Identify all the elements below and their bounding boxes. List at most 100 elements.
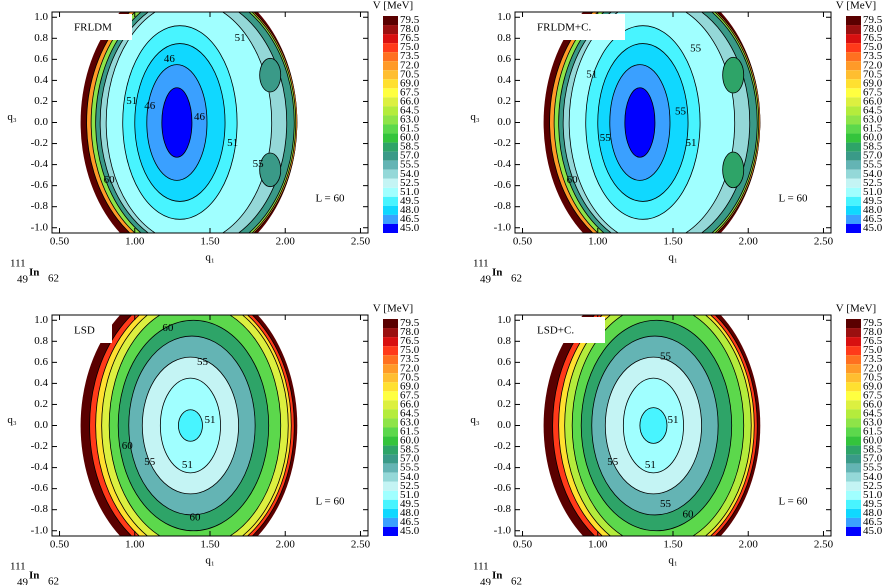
colorbar-label: V [MeV] xyxy=(836,303,876,315)
panel: 51 55 51 55 55 60 0.50 1.00 1.50 2.00 2.50 1.0 0.8 0.… xyxy=(470,0,882,286)
colorbar-cell xyxy=(846,34,861,44)
colorbar-tick-label: 54.0 xyxy=(400,168,420,180)
colorbar-tick-label: 75.0 xyxy=(863,41,883,53)
y-tick-label: -0.4 xyxy=(31,158,49,170)
colorbar-tick-label: 58.5 xyxy=(863,444,883,456)
colorbar-tick-label: 51.0 xyxy=(400,186,420,198)
x-tick-label: 1.00 xyxy=(125,539,145,551)
colorbar-cell xyxy=(383,205,398,215)
colorbar-cell xyxy=(383,346,398,356)
potential-domain xyxy=(543,12,761,233)
colorbar-tick-label: 54.0 xyxy=(400,471,420,483)
potential-domain xyxy=(80,12,298,233)
colorbar-tick-label: 75.0 xyxy=(400,41,420,53)
x-axis-label: q₁ xyxy=(205,555,215,567)
proton-number: 49 xyxy=(480,274,492,286)
contour-label: 51 xyxy=(205,414,216,426)
colorbar-cell xyxy=(383,61,398,71)
colorbar-cell xyxy=(846,196,861,206)
colorbar-cell xyxy=(383,319,398,329)
colorbar-cell xyxy=(846,382,861,392)
y-tick-label: 0.4 xyxy=(34,377,48,389)
colorbar-tick-label: 79.5 xyxy=(400,317,420,329)
colorbar-cell xyxy=(383,409,398,419)
colorbar-cell xyxy=(846,16,861,26)
colorbar-tick-label: 69.0 xyxy=(863,77,883,89)
panel-title: LSD+C. xyxy=(537,325,574,337)
panel: 46 46 46 51 51 55 51 60 0.50 1.00 1.50 2.00 2.50 1.0 0… xyxy=(7,0,419,286)
colorbar-cell xyxy=(846,355,861,365)
colorbar-cell xyxy=(846,526,861,536)
contour-label: 55 xyxy=(600,132,612,144)
colorbar-cell xyxy=(383,97,398,107)
colorbar-tick-label: 52.5 xyxy=(863,480,883,492)
colorbar-cell xyxy=(846,373,861,383)
contour-label: 51 xyxy=(645,459,656,471)
element-symbol: In xyxy=(492,570,502,582)
y-tick-label: 0.8 xyxy=(34,335,48,347)
colorbar-cell xyxy=(846,169,861,179)
colorbar-cell xyxy=(383,499,398,509)
x-tick-label: 0.50 xyxy=(50,539,70,551)
colorbar-tick-label: 67.5 xyxy=(400,389,420,401)
colorbar-cell xyxy=(383,481,398,491)
colorbar-cell xyxy=(846,214,861,224)
contour-label: 55 xyxy=(197,356,209,368)
x-tick-label: 0.50 xyxy=(513,236,533,248)
y-tick-label: 0.4 xyxy=(497,377,511,389)
x-tick-label: 1.00 xyxy=(588,539,608,551)
contour-label: 51 xyxy=(668,414,679,426)
colorbar-tick-label: 78.0 xyxy=(400,23,420,35)
colorbar-tick-label: 49.5 xyxy=(400,195,420,207)
annotation: L = 60 xyxy=(315,496,345,508)
colorbar-tick-label: 70.5 xyxy=(400,371,420,383)
colorbar-tick-label: 52.5 xyxy=(400,177,420,189)
neutron-number: 62 xyxy=(511,576,522,585)
contour-label: 55 xyxy=(144,456,156,468)
colorbar-tick-label: 60.0 xyxy=(400,132,420,144)
y-tick-label: 0.0 xyxy=(497,419,511,431)
colorbar-tick-label: 64.5 xyxy=(400,104,420,116)
colorbar-cell xyxy=(383,16,398,26)
colorbar-tick-label: 58.5 xyxy=(400,141,420,153)
mass-number: 111 xyxy=(10,561,26,573)
potential-domain xyxy=(80,315,298,536)
colorbar-cell xyxy=(383,526,398,536)
y-tick-label: -0.6 xyxy=(494,179,512,191)
y-tick-label: 1.0 xyxy=(497,314,511,326)
y-tick-label: -0.6 xyxy=(31,179,49,191)
colorbar-tick-label: 46.5 xyxy=(863,516,883,528)
y-tick-label: 0.8 xyxy=(497,335,511,347)
contour-label: 46 xyxy=(194,111,206,123)
colorbar-tick-label: 63.0 xyxy=(400,114,420,126)
colorbar-cell xyxy=(383,472,398,482)
colorbar-tick-label: 48.0 xyxy=(863,204,883,216)
y-axis-label: q₃ xyxy=(7,414,17,426)
colorbar-tick-label: 51.0 xyxy=(863,186,883,198)
colorbar-tick-label: 52.5 xyxy=(863,177,883,189)
contour-label: 51 xyxy=(227,137,238,149)
colorbar-tick-label: 57.0 xyxy=(400,150,420,162)
colorbar-cell xyxy=(846,223,861,233)
colorbar-tick-label: 70.5 xyxy=(863,371,883,383)
colorbar-cell xyxy=(383,160,398,170)
y-axis-label: q₃ xyxy=(7,111,17,123)
colorbar-cell xyxy=(846,124,861,134)
y-tick-label: 0.6 xyxy=(34,356,48,368)
y-tick-label: 0.2 xyxy=(34,398,48,410)
x-tick-label: 1.50 xyxy=(663,236,683,248)
colorbar-tick-label: 61.5 xyxy=(400,123,420,135)
contour-region xyxy=(177,409,203,442)
y-tick-label: 0.2 xyxy=(497,398,511,410)
colorbar-cell xyxy=(846,463,861,473)
colorbar-cell xyxy=(846,346,861,356)
colorbar-tick-label: 69.0 xyxy=(400,380,420,392)
colorbar-cell xyxy=(846,337,861,347)
colorbar-tick-label: 67.5 xyxy=(400,86,420,98)
colorbar-cell xyxy=(846,400,861,410)
y-tick-label: 0.6 xyxy=(497,356,511,368)
contour-label: 60 xyxy=(189,512,201,524)
title-box xyxy=(70,317,112,343)
y-tick-label: -0.8 xyxy=(31,200,49,212)
plot-area: 46 46 46 51 51 55 51 60 xyxy=(80,12,298,233)
